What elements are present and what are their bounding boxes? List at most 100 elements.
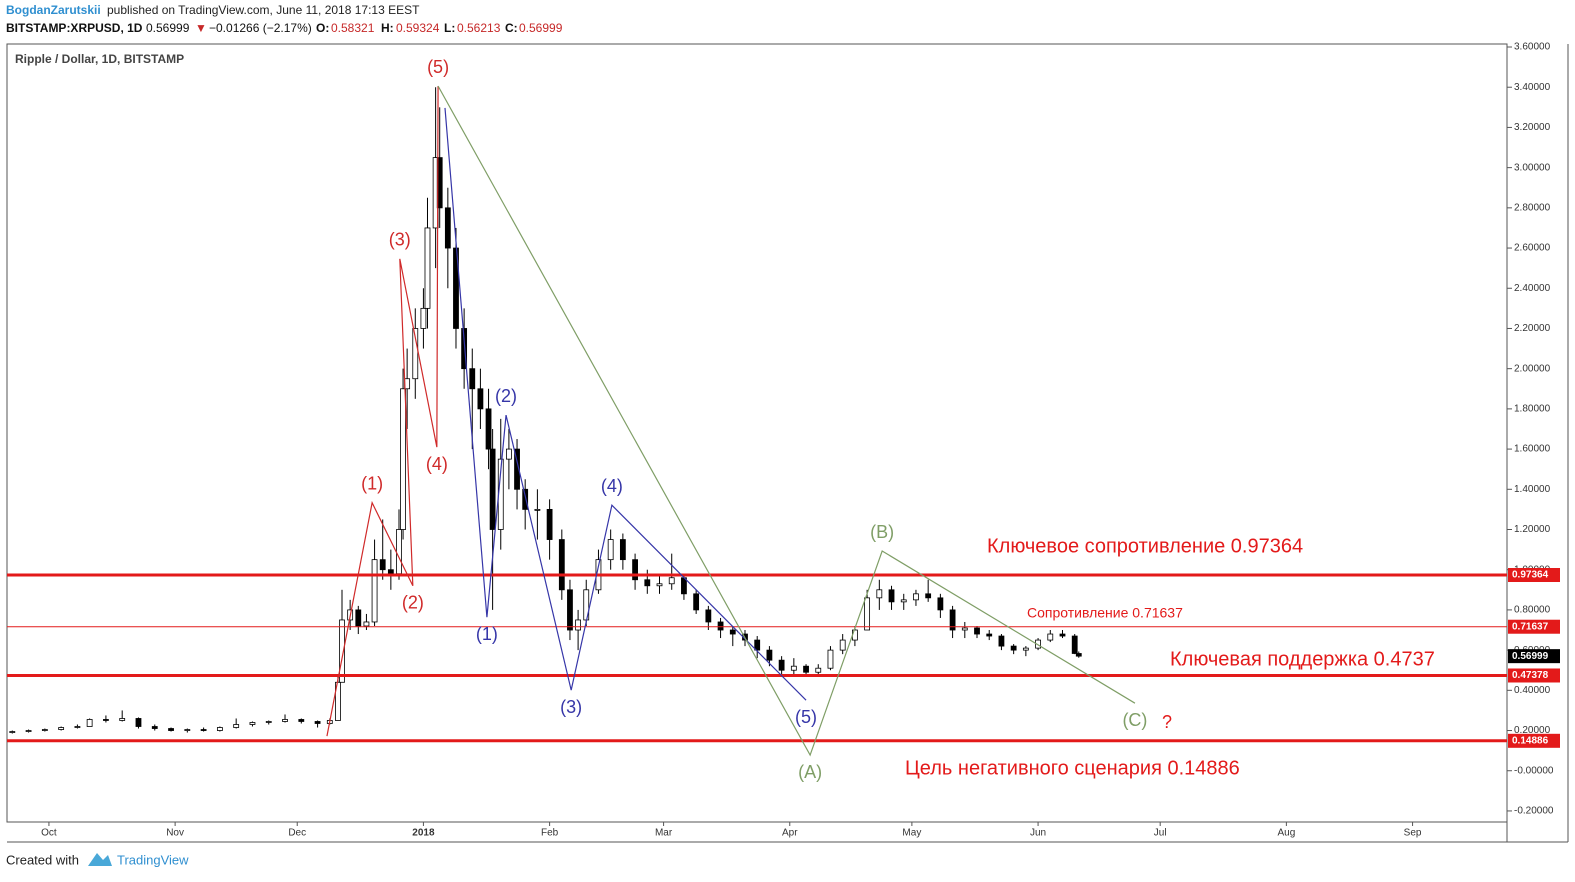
candle-body [25, 730, 32, 732]
candle-body [705, 609, 712, 623]
candle-body [974, 627, 980, 635]
wave-label: (4) [426, 454, 448, 474]
candle-body [461, 328, 468, 370]
candle-body [363, 621, 370, 627]
candle-body [469, 368, 476, 390]
wave-label: (B) [870, 522, 894, 542]
candle-body [216, 727, 223, 731]
candle-body [379, 559, 386, 571]
candle-body [184, 729, 191, 731]
y-tick-label: 0.20000 [1514, 725, 1551, 736]
x-tick-label: Nov [166, 828, 184, 839]
y-tick-label: 2.80000 [1514, 202, 1551, 213]
wave-line [444, 107, 807, 701]
candle-body [644, 579, 651, 587]
level-price-box [1508, 668, 1560, 683]
candle-body [1035, 639, 1041, 649]
candle-body [86, 719, 93, 727]
candle-body [803, 665, 809, 673]
change: −0.01266 (−2.17%) [209, 21, 312, 35]
y-tick-label: -0.00000 [1514, 765, 1554, 776]
y-tick-label: 2.00000 [1514, 363, 1551, 374]
candle-body [41, 729, 48, 731]
candle-body [103, 719, 109, 721]
wave-label: (3) [389, 230, 411, 250]
wave-label: (C) [1122, 710, 1147, 730]
candle-body [444, 207, 451, 249]
annotation: Сопротивление 0.71637 [1027, 605, 1183, 621]
candle-body [339, 619, 345, 683]
down-arrow: ▼ [195, 21, 207, 35]
candle-body [913, 593, 919, 601]
candle-body [396, 529, 402, 575]
candle-body [681, 577, 687, 595]
candle-body [668, 577, 675, 585]
candle-body [412, 328, 419, 380]
y-tick-label: -0.20000 [1514, 806, 1554, 817]
wave-line [326, 86, 439, 737]
candle-body [754, 639, 761, 651]
candle-body [717, 621, 724, 631]
legend: Ripple / Dollar, 1D, BITSTAMP [15, 52, 184, 66]
wave-label: (5) [427, 57, 449, 77]
candle-body [420, 307, 427, 329]
x-tick-label: Sep [1404, 828, 1422, 839]
candle-body [925, 593, 932, 599]
candle-body [1075, 653, 1082, 657]
y-tick-label: 3.60000 [1514, 42, 1551, 53]
candle-body [864, 597, 871, 631]
candle-body [151, 726, 158, 729]
o-value: 0.58321 [331, 21, 375, 35]
candle-body [876, 589, 883, 599]
x-tick-label: Jun [1030, 828, 1046, 839]
wave-label: (1) [361, 474, 383, 494]
candle-body [265, 721, 272, 723]
candle-body [827, 649, 834, 669]
candle-body [522, 488, 529, 510]
wave-label: (A) [798, 762, 822, 782]
candle-body [778, 659, 785, 671]
published: published on TradingView.com, June 11, 2… [107, 3, 420, 17]
candle-body [505, 448, 512, 460]
x-tick-label: May [902, 828, 921, 839]
level-price-box [1508, 568, 1560, 583]
candle-body [1059, 633, 1066, 637]
x-tick-label: Aug [1277, 828, 1295, 839]
y-tick-label: 1.40000 [1514, 484, 1551, 495]
candle-body [729, 629, 736, 635]
candle-body [298, 719, 305, 722]
y-tick-label: 3.20000 [1514, 122, 1551, 133]
y-tick-label: 1.20000 [1514, 524, 1551, 535]
y-tick-label: 3.40000 [1514, 82, 1551, 93]
wave-label: (2) [495, 386, 517, 406]
x-tick-label: Jul [1154, 828, 1167, 839]
candle-body [119, 718, 126, 721]
c-label: C: [505, 21, 518, 35]
current-price-label: 0.56999 [1512, 651, 1549, 662]
candle-body [937, 597, 944, 611]
candle-body [387, 569, 394, 575]
candle-body [619, 539, 626, 561]
candle-body [961, 627, 968, 631]
candle-body [558, 539, 565, 591]
candle-body [607, 539, 614, 561]
candle-body [900, 599, 907, 603]
candle-body [355, 609, 362, 627]
wave-label: (2) [402, 593, 424, 613]
candle-body [949, 609, 956, 631]
level-price-box [1508, 619, 1560, 634]
candle-body [135, 718, 142, 727]
x-tick-label: 2018 [412, 828, 435, 839]
level-price-label: 0.71637 [1512, 621, 1549, 632]
level-price-label: 0.14886 [1512, 735, 1549, 746]
candle-body [282, 719, 288, 722]
y-tick-label: 2.60000 [1514, 243, 1551, 254]
author[interactable]: BogdanZarutskii [6, 3, 101, 17]
candle-body [249, 722, 256, 725]
plot-frame [6, 43, 1508, 823]
x-tick-label: Oct [41, 828, 57, 839]
candle-body [489, 448, 496, 530]
candle-body [815, 667, 822, 673]
footer-brand[interactable]: TradingView [117, 852, 189, 867]
